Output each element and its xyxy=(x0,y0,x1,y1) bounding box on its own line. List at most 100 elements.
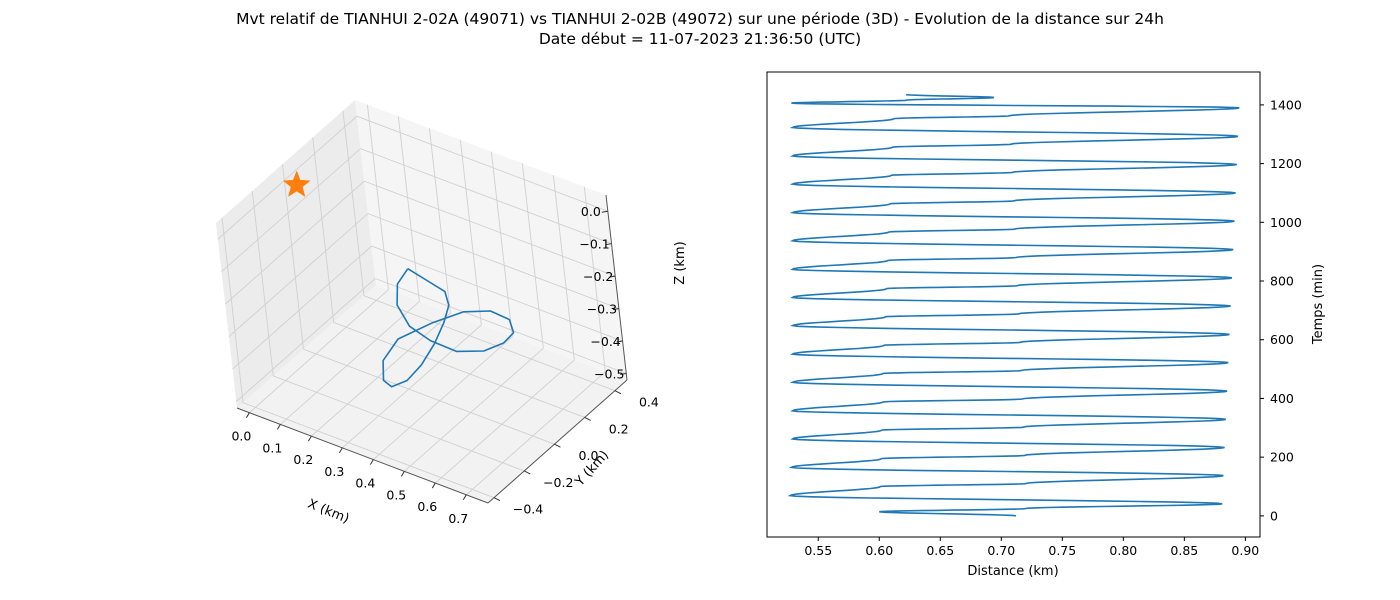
x-tick-label: 0.90 xyxy=(1231,543,1259,558)
z-gridline xyxy=(371,245,623,342)
distance-series xyxy=(787,93,1240,517)
x-tick-label-3d: 0.4 xyxy=(355,476,375,491)
y-tick-label-3d: 0.4 xyxy=(639,395,659,410)
x-gridline xyxy=(311,312,451,437)
x-gridline xyxy=(404,347,544,472)
x-gridline xyxy=(466,371,606,496)
x-gridline xyxy=(552,175,575,361)
x-tick-mark-3d xyxy=(307,435,312,442)
y-tick-mark-3d xyxy=(584,416,591,421)
x-tick-mark-3d xyxy=(400,471,405,477)
z-axis-label-3d: Z (km) xyxy=(673,241,688,284)
x-gridline xyxy=(397,116,420,302)
y-tick-label: 400 xyxy=(1270,391,1294,406)
y-axis-label: Temps (min) xyxy=(1311,264,1326,345)
y-tick-label: 1200 xyxy=(1270,156,1302,171)
3d-data-layer xyxy=(282,170,515,388)
y-tick-label: 1000 xyxy=(1270,215,1302,230)
y-tick-label-3d: 0.2 xyxy=(609,421,629,436)
z-tick-label-3d: −0.1 xyxy=(579,237,609,252)
x-tick-mark-3d xyxy=(245,412,250,418)
distance-time-plot: 0.55 0.60 0.65 0.70 0.75 0.80 0.85 0.90 0 200 400… xyxy=(766,71,1326,579)
z-tick-mark-3d xyxy=(609,275,616,278)
figure-title: Mvt relatif de TIANHUI 2-02A (49071) vs … xyxy=(236,10,1164,28)
x-tick-mark-3d xyxy=(431,482,436,489)
x-tick-label: 0.75 xyxy=(1048,543,1076,558)
z-gridline xyxy=(228,213,369,337)
z-gridline xyxy=(232,245,372,370)
z-gridline xyxy=(224,180,365,305)
x-gridline xyxy=(249,289,389,414)
z-tick-label-3d: −0.3 xyxy=(587,302,617,317)
x-tick-label: 0.70 xyxy=(987,543,1015,558)
y-gridline xyxy=(242,402,495,499)
z-gridline xyxy=(217,115,358,240)
z-gridline xyxy=(367,213,620,310)
x-tick-label: 0.85 xyxy=(1170,543,1198,558)
x-tick-label-3d: 0.6 xyxy=(417,499,437,514)
x-tick-label-3d: 0.5 xyxy=(386,487,406,502)
z-tick-mark-3d xyxy=(616,340,623,343)
3d-axis-lines xyxy=(236,194,628,504)
z-gridline xyxy=(221,148,361,273)
z-tick-label-3d: −0.5 xyxy=(594,367,624,382)
y-tick-label-3d: −0.4 xyxy=(513,502,543,517)
y-tick-label: 800 xyxy=(1270,274,1294,289)
origin-star-marker xyxy=(282,170,311,197)
x-gridline xyxy=(521,163,544,349)
z-axis-line xyxy=(605,194,628,381)
y-tick-mark-3d xyxy=(614,390,622,395)
x-tick-label-3d: 0.2 xyxy=(293,452,313,467)
z-tick-label-3d: 0.0 xyxy=(581,204,601,219)
z-gridline xyxy=(360,148,612,245)
y-tick-label: 600 xyxy=(1270,332,1294,347)
x-gridline xyxy=(428,128,451,314)
left-pane xyxy=(216,100,376,408)
x-gridline xyxy=(435,359,575,484)
x-tick-label: 0.65 xyxy=(926,543,954,558)
y-gridline xyxy=(282,164,304,350)
x-gridline xyxy=(583,186,606,372)
x-tick-mark-3d xyxy=(462,494,467,501)
figure-subtitle: Date début = 11-07-2023 21:36:50 (UTC) xyxy=(538,30,862,48)
x-tick-mark-3d xyxy=(276,424,281,430)
3d-tick-labels: 0.00.10.20.30.40.50.60.7−0.4−0.20.00.20.… xyxy=(231,204,658,526)
y-gridline xyxy=(221,217,244,403)
y-tick-label: 200 xyxy=(1270,450,1294,465)
y-gridline xyxy=(333,322,585,418)
x-gridline xyxy=(490,151,513,337)
x-axis-line xyxy=(236,407,489,504)
y-gridline xyxy=(273,375,525,472)
y-tick-label: 1400 xyxy=(1270,97,1302,112)
x-axis-ticks: 0.55 0.60 0.65 0.70 0.75 0.80 0.85 0.90 xyxy=(804,537,1259,558)
y-gridline xyxy=(363,295,616,392)
y-tick-mark-3d xyxy=(524,470,531,475)
y-axis-ticks: 0 200 400 600 800 1000 1200 1400 xyxy=(1260,97,1302,523)
y-tick-mark-3d xyxy=(554,443,561,448)
3d-trajectory-plot: 0.00.10.20.30.40.50.60.7−0.4−0.20.00.20.… xyxy=(216,100,688,527)
x-gridline xyxy=(366,104,389,290)
back-pane xyxy=(355,100,627,380)
x-tick-mark-3d xyxy=(369,459,374,465)
z-gridline xyxy=(375,278,627,374)
y-axis-line xyxy=(487,379,628,504)
z-tick-mark-3d xyxy=(601,210,608,213)
z-gridline xyxy=(364,180,616,277)
x-tick-label: 0.80 xyxy=(1109,543,1137,558)
z-tick-label-3d: −0.2 xyxy=(583,269,613,284)
x-tick-label-3d: 0.0 xyxy=(231,429,251,444)
z-tick-mark-3d xyxy=(605,243,612,246)
x-axis-label: Distance (km) xyxy=(967,564,1058,579)
x-tick-label-3d: 0.1 xyxy=(262,440,282,455)
x-gridline xyxy=(280,301,420,425)
floor-pane xyxy=(237,285,627,503)
trajectory-line xyxy=(382,268,515,388)
y-tick-label-3d: −0.2 xyxy=(543,475,573,490)
y-gridline xyxy=(303,348,555,445)
x-tick-label: 0.60 xyxy=(865,543,893,558)
3d-axes-panes xyxy=(216,100,627,503)
z-gridline xyxy=(235,278,376,402)
y-gridline xyxy=(342,110,365,296)
x-tick-label-3d: 0.7 xyxy=(448,511,468,526)
